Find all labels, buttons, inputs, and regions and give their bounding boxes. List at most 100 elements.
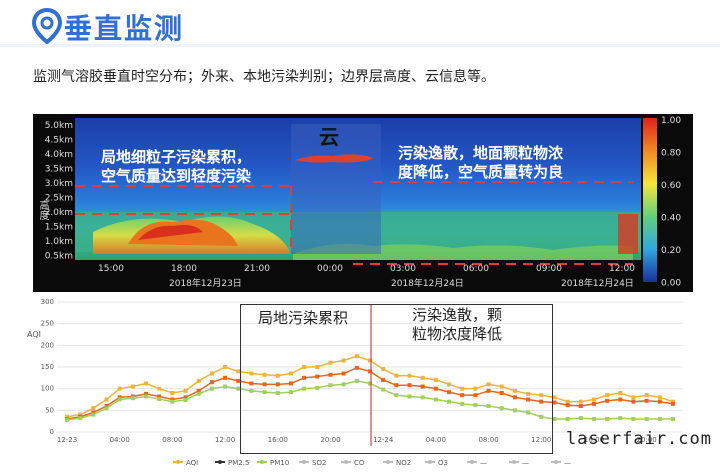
aqi-x-tick: 08:00 [478,436,498,444]
data-point [262,372,267,377]
data-point [407,394,412,399]
legend-item[interactable]: PM2.5 [228,459,249,467]
data-point [236,369,241,374]
data-point [262,382,267,387]
data-point [578,416,583,421]
data-point [473,393,478,398]
data-point [460,401,465,406]
lidar-x-tick: 18:00 [171,264,197,274]
data-point [565,399,570,404]
lidar-y-tick: 3.0km [45,179,73,189]
data-point [657,399,662,404]
lidar-x-tick: 15:00 [98,264,124,274]
data-point [539,414,544,419]
data-point [526,397,531,402]
data-point [249,381,254,386]
data-point [486,382,491,387]
data-point [196,378,201,383]
lidar-date-1: 2018年12月23日 [169,279,242,289]
lidar-date-2: 2018年12月24日 [391,279,464,289]
aqi-y-tick: 250 [41,320,54,328]
data-point [170,399,175,404]
data-point [368,358,372,363]
legend-item[interactable]: PM10 [270,459,289,467]
data-point [460,386,465,391]
data-point [420,395,425,400]
aqi-line-chart: 300 250 200 150 100 50 0 12-23 04:00 08:00 12:00 1… [27,296,693,471]
data-point [328,360,333,365]
legend-item[interactable]: SO2 [312,459,326,467]
data-point [618,397,623,402]
data-point [407,383,412,388]
data-point [407,373,412,378]
data-point [65,414,69,419]
data-point [328,383,333,388]
legend-marker [260,460,264,464]
annotation-line-2: 度降低，空气质量转为良 [398,163,564,181]
data-point [275,373,280,378]
data-point [144,391,149,396]
data-point [144,381,149,386]
legend-marker [512,460,516,464]
data-point [539,393,544,398]
data-point [499,384,504,389]
data-point [91,410,96,415]
data-point [315,374,320,379]
data-point [473,403,478,408]
data-point [236,386,241,391]
lidar-x-tick: 00:00 [317,264,343,274]
data-point [249,388,254,393]
data-point [644,417,649,421]
data-point [565,417,570,421]
data-point [657,417,662,421]
legend-item[interactable]: NO2 [396,459,411,467]
data-point [605,398,610,403]
data-point [420,375,425,380]
legend-item[interactable]: CO [354,459,365,467]
data-point [117,395,122,400]
legend-item[interactable]: — [480,459,487,467]
data-point [368,369,372,374]
data-point [526,410,531,415]
data-point [130,396,135,401]
data-point [130,384,135,389]
data-point [512,388,517,393]
data-point [578,404,583,408]
data-point [631,395,636,400]
header-divider [0,44,720,47]
location-pin-icon [31,8,63,44]
colorbar-tick: 0.60 [661,181,681,191]
aqi-x-tick: 20:00 [320,436,340,444]
data-point [447,390,452,395]
legend-item[interactable]: — [564,459,571,467]
data-point [104,397,109,402]
data-point [499,391,504,395]
data-point [394,383,399,388]
data-point [288,371,293,376]
aqi-x-tick: 20:00 [637,436,657,444]
data-point [499,406,504,411]
data-point [78,412,83,417]
data-point [196,391,201,396]
aqi-x-tick: 04:00 [426,436,446,444]
data-point [552,417,557,421]
data-point [394,373,399,378]
annotation-line-1: 污染逸散，地面颗粒物浓 [398,144,564,162]
legend-marker [554,460,558,464]
annotation-cloud: 云 [319,125,339,149]
annotation-line-1: 局地细粒子污染累积， [101,148,252,166]
data-point [170,391,175,395]
data-point [302,386,307,391]
data-point [539,399,544,404]
lidar-x-tick: 06:00 [463,264,489,274]
legend-item[interactable]: O3 [438,459,448,467]
data-point [368,381,372,386]
legend-item[interactable]: — [522,459,529,467]
data-point [394,393,399,398]
lidar-y-axis-label: 高度 [37,200,48,220]
data-point [591,417,596,421]
data-point [328,372,333,377]
legend-item[interactable]: AQI [186,459,198,467]
lidar-y-tick: 3.5km [45,165,73,175]
lidar-y-tick: 4.5km [45,136,73,146]
